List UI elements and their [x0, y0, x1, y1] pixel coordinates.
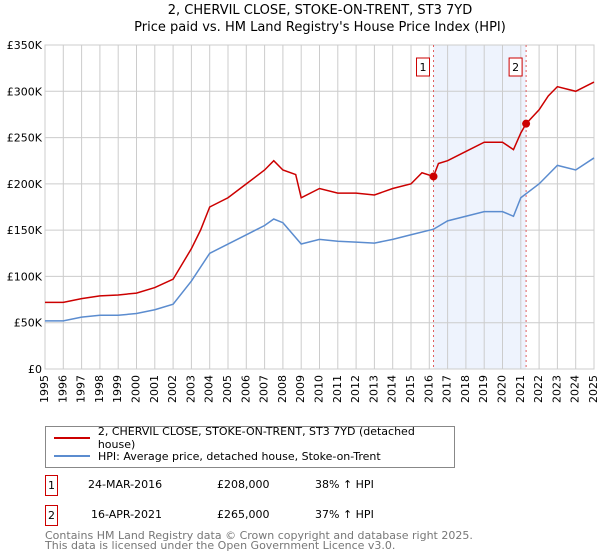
hpi-diff: 37% ↑ HPI — [315, 508, 374, 521]
legend-swatch-red — [54, 437, 90, 439]
x-tick-label: 1998 — [93, 375, 106, 403]
x-tick-label: 1996 — [56, 375, 69, 403]
marker-badge: 2 — [45, 505, 58, 526]
price-chart: 1995 1996 1997 1998 1999 2000 2001 2002 2003 2004… — [7, 39, 600, 403]
x-tick-label: 2006 — [239, 375, 252, 403]
sale-label-box — [508, 57, 523, 77]
series-line — [45, 81, 595, 304]
y-tick-label: £300K — [7, 85, 43, 98]
footer-line-2: This data is licensed under the Open Gov… — [45, 539, 396, 552]
y-tick-label: £100K — [7, 270, 43, 283]
legend-label: HPI: Average price, detached house, Stok… — [98, 449, 381, 463]
x-tick-label: 2025 — [587, 375, 600, 403]
x-tick-label: 2010 — [313, 375, 326, 403]
legend-item-property: 2, CHERVIL CLOSE, STOKE-ON-TRENT, ST3 7Y… — [54, 425, 454, 451]
price: £265,000 — [217, 508, 270, 521]
date: 16-APR-2021 — [91, 508, 163, 521]
x-tick-label: 2007 — [258, 375, 271, 403]
date: 24-MAR-2016 — [88, 478, 163, 491]
footer: Contains HM Land Registry data © Crown c… — [45, 529, 473, 552]
transaction-row: 1 24-MAR-2016 £208,000 38% ↑ HPI — [45, 475, 445, 496]
chart-title: 2, CHERVIL CLOSE, STOKE-ON-TRENT, ST3 7Y… — [0, 2, 600, 36]
title-line-2: Price paid vs. HM Land Registry's House … — [134, 20, 506, 35]
legend: 2, CHERVIL CLOSE, STOKE-ON-TRENT, ST3 7Y… — [45, 425, 455, 468]
x-tick-label: 1997 — [75, 375, 88, 403]
y-tick-label: £250K — [7, 132, 43, 145]
marker-badge: 1 — [45, 475, 58, 496]
sale-point — [429, 172, 438, 181]
x-tick-label: 2009 — [294, 375, 307, 403]
x-tick-label: 2022 — [532, 375, 545, 403]
legend-swatch-blue — [54, 455, 90, 457]
x-tick-label: 2004 — [203, 375, 216, 403]
sale-period-shade — [433, 45, 527, 369]
legend-label: 2, CHERVIL CLOSE, STOKE-ON-TRENT, ST3 7Y… — [97, 425, 415, 451]
x-tick-label: 2011 — [331, 375, 344, 403]
series-line — [45, 157, 595, 322]
sale-label-box — [416, 57, 431, 77]
x-tick-label: 2003 — [184, 375, 197, 403]
y-tick-label: £200K — [7, 178, 43, 191]
x-tick-label: 2000 — [130, 375, 143, 403]
y-tick-label: £0 — [28, 363, 42, 376]
x-tick-label: 2002 — [166, 375, 179, 403]
hpi-diff: 38% ↑ HPI — [315, 478, 374, 491]
x-tick-label: 2013 — [367, 375, 380, 403]
footer-line-1: Contains HM Land Registry data © Crown c… — [45, 529, 473, 542]
x-tick-label: 2008 — [276, 375, 289, 403]
x-tick-label: 1995 — [38, 375, 51, 403]
x-tick-label: 2015 — [404, 375, 417, 403]
x-tick-label: 2012 — [349, 375, 362, 403]
x-tick-label: 2014 — [386, 375, 399, 403]
x-tick-label: 1999 — [111, 375, 124, 403]
x-tick-label: 2024 — [569, 375, 582, 403]
x-tick-label: 2018 — [459, 375, 472, 403]
y-tick-label: £150K — [7, 224, 43, 237]
plot-frame — [44, 44, 595, 370]
x-tick-label: 2021 — [514, 375, 527, 403]
x-tick-label: 2020 — [496, 375, 509, 403]
transaction-row: 2 16-APR-2021 £265,000 37% ↑ HPI — [45, 505, 445, 526]
y-tick-label: £350K — [7, 39, 43, 52]
legend-item-hpi: HPI: Average price, detached house, Stok… — [54, 448, 381, 464]
price: £208,000 — [217, 478, 270, 491]
y-tick-label: £50K — [14, 317, 43, 330]
x-tick-label: 2019 — [477, 375, 490, 403]
x-tick-label: 2001 — [148, 375, 161, 403]
sale-label: 1 — [420, 61, 427, 74]
x-tick-label: 2017 — [441, 375, 454, 403]
sale-label: 2 — [512, 61, 519, 74]
sale-point — [522, 119, 531, 128]
x-tick-label: 2023 — [550, 375, 563, 403]
title-line-1: 2, CHERVIL CLOSE, STOKE-ON-TRENT, ST3 7Y… — [167, 3, 473, 18]
x-tick-label: 2005 — [221, 375, 234, 403]
x-tick-label: 2016 — [422, 375, 435, 403]
